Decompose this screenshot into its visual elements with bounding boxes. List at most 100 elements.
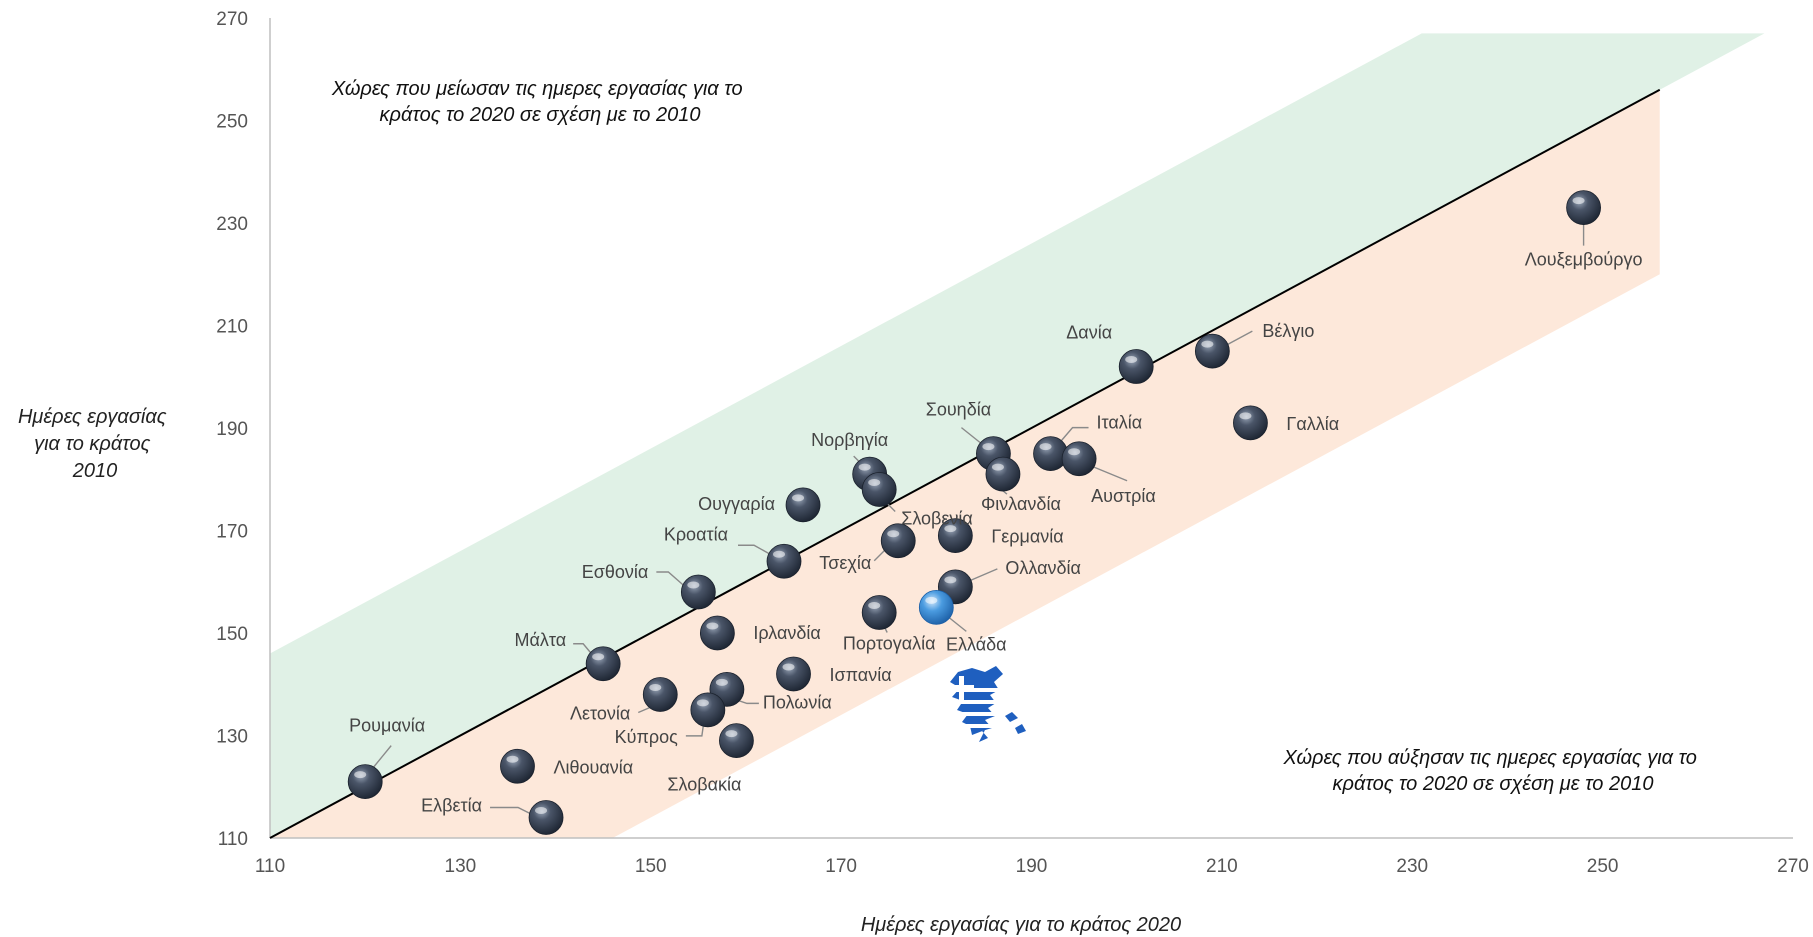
marker-highlight (696, 699, 709, 707)
leader-line (873, 550, 885, 562)
point-label: Μάλτα (514, 630, 566, 650)
decreased-note-line-1: Χώρες που μείωσαν τις ημερες εργασίας γι… (331, 78, 743, 100)
greece-flag-map-icon (950, 666, 1026, 742)
leader-line (573, 643, 594, 657)
data-point-marker[interactable] (766, 543, 802, 579)
y-tick-label: 110 (218, 829, 248, 850)
point-label: Ιταλία (1097, 413, 1143, 433)
data-point-marker[interactable] (776, 656, 811, 692)
data-point-marker[interactable] (680, 574, 716, 610)
marker-highlight (1201, 340, 1214, 348)
marker-highlight (944, 576, 957, 584)
data-point-marker[interactable] (1233, 405, 1268, 441)
x-tick-label: 130 (445, 856, 477, 877)
point-label: Κροατία (664, 524, 728, 544)
x-tick-label: 150 (635, 856, 667, 877)
data-point-marker[interactable] (1033, 436, 1068, 472)
data-point-marker[interactable] (1118, 349, 1154, 384)
leader-line (490, 806, 535, 817)
x-tick-label: 190 (1016, 856, 1048, 877)
y-tick-label: 230 (216, 214, 248, 235)
marker-highlight (535, 807, 548, 814)
marker-highlight (925, 596, 938, 604)
point-label: Τσεχία (819, 553, 871, 573)
marker-highlight (868, 479, 881, 486)
y-axis-title: Ημέρες εργασίας για το κράτος 2010 (18, 406, 172, 482)
leader-line (656, 571, 685, 587)
point-label: Λουξεμβούργο (1525, 250, 1643, 270)
data-point-marker[interactable] (1566, 190, 1601, 226)
point-label: Ελλάδα (946, 634, 1007, 654)
data-point-marker[interactable] (861, 595, 897, 630)
marker-highlight (706, 622, 719, 630)
marker-highlight (982, 443, 995, 451)
data-point-marker[interactable] (719, 723, 754, 759)
point-label: Λετονία (570, 704, 630, 724)
marker-highlight (1039, 443, 1052, 451)
x-tick-label: 210 (1206, 856, 1238, 877)
data-point-marker[interactable] (880, 523, 916, 559)
y-axis-title-line-3: 2010 (72, 460, 118, 482)
y-tick-label: 270 (216, 9, 248, 30)
increased-note-line-1: Χώρες που αύξησαν τις ημερες εργασίας γι… (1283, 747, 1697, 769)
point-label: Σουηδία (926, 400, 991, 420)
point-label: Σλοβακία (667, 775, 741, 795)
point-label: Αυστρία (1091, 486, 1156, 506)
y-tick-label: 170 (216, 522, 248, 543)
x-tick-label: 270 (1777, 856, 1809, 877)
point-label: Πορτογαλία (843, 634, 936, 654)
marker-highlight (1572, 197, 1585, 205)
point-label: Ιρλανδία (753, 623, 820, 643)
data-point-marker[interactable] (985, 456, 1021, 492)
point-label: Γαλλία (1286, 414, 1339, 434)
y-axis-title-line-2: για το κράτος (34, 433, 150, 455)
data-point-marker[interactable] (642, 677, 678, 712)
leader-line (1092, 466, 1128, 482)
diagonal-reference-line (269, 88, 1661, 839)
data-point-marker[interactable] (785, 487, 821, 523)
point-label: Δανία (1066, 323, 1112, 343)
data-point-marker[interactable] (585, 646, 621, 682)
marker-highlight (715, 678, 728, 686)
point-label: Νορβηγία (811, 430, 888, 450)
marker-highlight (1125, 356, 1138, 363)
marker-highlight (649, 684, 662, 691)
decreased-region-note: Χώρες που μείωσαν τις ημερες εργασίας γι… (331, 78, 748, 126)
marker-highlight (887, 530, 900, 538)
data-point-marker[interactable] (347, 764, 383, 800)
point-label: Πολωνία (763, 692, 832, 712)
data-point-marker[interactable] (690, 692, 726, 728)
marker-highlight (1068, 448, 1081, 456)
marker-highlight (725, 730, 738, 738)
data-point-marker[interactable] (1194, 333, 1230, 369)
leader-line (738, 544, 773, 556)
marker-highlight (687, 581, 700, 589)
marker-highlight (991, 463, 1004, 471)
marker-highlight (592, 653, 605, 661)
y-tick-label: 150 (216, 624, 248, 645)
point-label: Ολλανδία (1005, 558, 1081, 578)
point-label: Σλοβενία (901, 509, 973, 529)
marker-highlight (792, 494, 805, 502)
data-point-marker[interactable] (699, 615, 735, 651)
data-point-marker[interactable] (500, 748, 535, 784)
highlight-point-marker[interactable] (918, 589, 954, 625)
leader-line (960, 427, 982, 445)
x-tick-label: 230 (1396, 856, 1428, 877)
data-point-marker[interactable] (1061, 441, 1097, 477)
point-label: Ουγγαρία (698, 494, 775, 514)
x-axis-title: Ημέρες εργασίας για το κράτος 2020 (861, 914, 1181, 936)
increased-note-line-2: κράτος το 2020 σε σχέση με το 2010 (1333, 773, 1654, 795)
x-tick-label: 250 (1587, 856, 1619, 877)
marker-highlight (506, 755, 519, 763)
data-point-marker[interactable] (861, 472, 897, 507)
y-tick-label: 210 (216, 317, 248, 338)
leader-line (1226, 330, 1253, 346)
leader-line (969, 568, 998, 582)
data-point-marker[interactable] (528, 800, 564, 835)
y-tick-label: 250 (216, 112, 248, 133)
decreased-note-line-2: κράτος το 2020 σε σχέση με το 2010 (380, 104, 701, 126)
y-tick-label: 130 (216, 727, 248, 748)
y-tick-label: 190 (216, 419, 248, 440)
